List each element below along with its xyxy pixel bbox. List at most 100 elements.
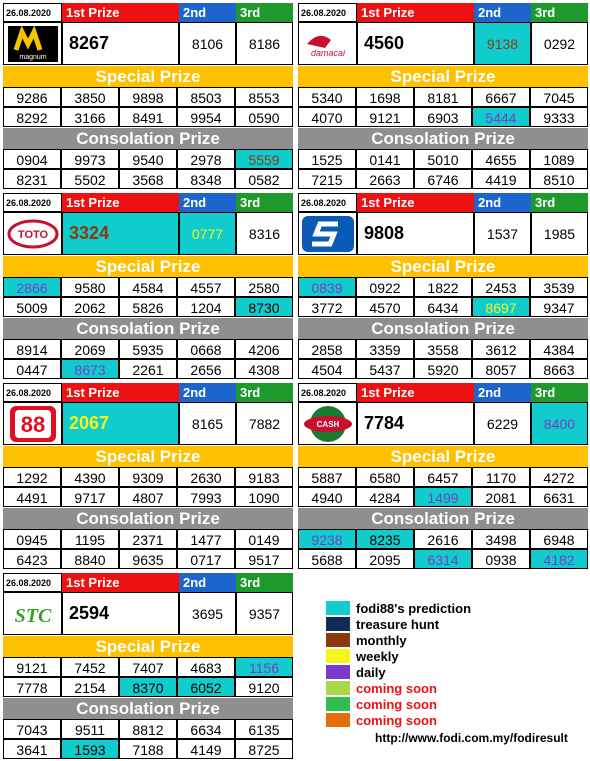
special-number: 0839 [298,277,356,297]
special-number: 2453 [472,277,530,297]
consolation-number: 5920 [414,359,472,379]
consolation-number: 6634 [177,719,235,739]
special-number: 0590 [235,107,293,127]
first-prize-label: 1st Prize [62,193,179,212]
consolation-number: 2261 [119,359,177,379]
top-prizes-row: TOTO 3324 0777 8316 [3,212,293,255]
special-number: 1499 [414,487,472,507]
special-number: 6580 [356,467,414,487]
legend-label: coming soon [356,696,437,712]
legend: fodi88's prediction treasure hunt monthly w… [326,600,471,728]
special-number: 5340 [298,87,356,107]
consolation-number: 7215 [298,169,356,189]
special-number: 8697 [472,297,530,317]
special-number: 3539 [530,277,588,297]
legend-label: fodi88's prediction [356,600,472,616]
special-number: 9309 [119,467,177,487]
toto-logo-icon: TOTO [3,212,62,255]
result-card-88: 26.08.2020 1st Prize 2nd 3rd 88 2067 8165 7882 S… [3,383,293,569]
special-number: 4557 [177,277,235,297]
consolation-prize-grid: 2858 3359 3558 3612 4384 4504 5437 5920 8057 8663 [298,339,588,379]
consolation-number: 4419 [472,169,530,189]
first-prize-number: 2067 [62,402,179,445]
special-number: 7452 [61,657,119,677]
special-number: 5444 [472,107,530,127]
second-prize-label: 2nd [474,193,531,212]
special-prize-heading: Special Prize [298,446,588,467]
consolation-number: 9973 [61,149,119,169]
special-number: 6434 [414,297,472,317]
special-prize-heading: Special Prize [3,66,293,87]
consolation-number: 6746 [414,169,472,189]
draw-date: 26.08.2020 [298,3,357,22]
consolation-number: 3558 [414,339,472,359]
consolation-prize-grid: 0945 1195 2371 1477 0149 6423 8840 9635 0717 9517 [3,529,293,569]
consolation-prize-heading: Consolation Prize [298,318,588,339]
consolation-number: 1089 [530,149,588,169]
consolation-number: 9238 [298,529,356,549]
consolation-prize-heading: Consolation Prize [3,128,293,149]
draw-date: 26.08.2020 [3,3,62,22]
legend-item: coming soon [326,712,471,728]
second-prize-label: 2nd [179,193,236,212]
second-prize-number: 8165 [179,402,236,445]
special-number: 9898 [119,87,177,107]
consolation-number: 8914 [3,339,61,359]
first-prize-number: 4560 [357,22,474,65]
consolation-number: 0945 [3,529,61,549]
second-prize-number: 8106 [179,22,236,65]
consolation-number: 2095 [356,549,414,569]
legend-swatch [326,713,350,727]
special-number: 6667 [472,87,530,107]
special-number: 6903 [414,107,472,127]
consolation-number: 0668 [177,339,235,359]
cashsweep-logo-icon: CASH [298,402,357,445]
result-card-toto: 26.08.2020 1st Prize 2nd 3rd TOTO 3324 0777 831… [3,193,293,379]
consolation-number: 0149 [235,529,293,549]
magnum-logo-icon: magnum [3,22,62,65]
consolation-number: 8057 [472,359,530,379]
first-prize-label: 1st Prize [62,3,179,22]
consolation-number: 3568 [119,169,177,189]
consolation-number: 4384 [530,339,588,359]
result-card-singapore: 26.08.2020 1st Prize 2nd 3rd 9808 1537 1985 Spe… [298,193,588,379]
consolation-number: 0938 [472,549,530,569]
special-number: 9121 [3,657,61,677]
special-number: 5826 [119,297,177,317]
consolation-number: 4308 [235,359,293,379]
special-number: 3166 [61,107,119,127]
special-number: 5887 [298,467,356,487]
top-prizes-row: 9808 1537 1985 [298,212,588,255]
special-number: 8730 [235,297,293,317]
special-number: 7778 [3,677,61,697]
consolation-number: 3612 [472,339,530,359]
special-number: 9286 [3,87,61,107]
legend-swatch [326,633,350,647]
footer-url[interactable]: http://www.fodi.com.my/fodiresult [375,731,568,745]
first-prize-label: 1st Prize [62,573,179,592]
singapore-logo-icon [298,212,357,255]
legend-item: coming soon [326,680,471,696]
consolation-number: 3359 [356,339,414,359]
special-number: 1090 [235,487,293,507]
special-number: 4491 [3,487,61,507]
consolation-number: 9511 [61,719,119,739]
third-prize-label: 3rd [236,193,293,212]
result-card-damacai: 26.08.2020 1st Prize 2nd 3rd damacai 4560 9138… [298,3,588,189]
top-prizes-row: magnum 8267 8106 8186 [3,22,293,65]
consolation-number: 0717 [177,549,235,569]
special-prize-heading: Special Prize [298,256,588,277]
special-prize-heading: Special Prize [3,256,293,277]
consolation-number: 8673 [61,359,119,379]
consolation-number: 2663 [356,169,414,189]
first-prize-number: 9808 [357,212,474,255]
special-number: 4272 [530,467,588,487]
first-prize-number: 7784 [357,402,474,445]
third-prize-number: 7882 [236,402,293,445]
draw-date: 26.08.2020 [3,193,62,212]
consolation-prize-grid: 8914 2069 5935 0668 4206 0447 8673 2261 2656 4308 [3,339,293,379]
svg-text:STC: STC [14,605,51,627]
second-prize-label: 2nd [179,573,236,592]
consolation-number: 2858 [298,339,356,359]
consolation-number: 9540 [119,149,177,169]
